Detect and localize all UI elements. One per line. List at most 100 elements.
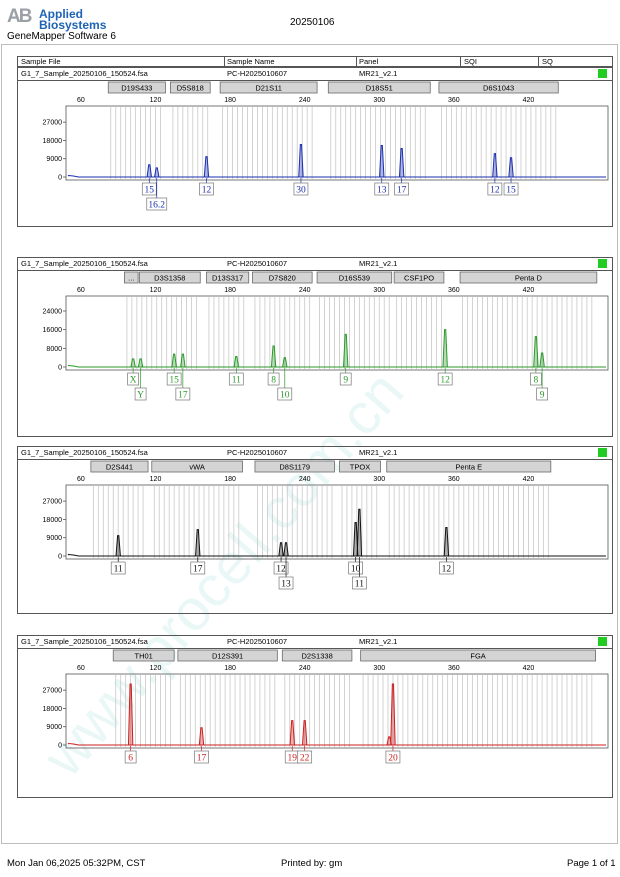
allele-label: 9 [536, 368, 548, 401]
peak [146, 164, 152, 178]
allele-call: 30 [296, 186, 306, 196]
marker-label: D16S539 [339, 274, 370, 283]
peak [442, 329, 448, 368]
allele-call: 10 [351, 565, 361, 575]
marker-label: D8S1179 [279, 463, 310, 472]
x-tick-label: 420 [523, 476, 535, 483]
allele-call: 6 [128, 754, 133, 764]
baseline-trace [67, 364, 606, 368]
col-sq: SQ [542, 57, 553, 66]
x-tick-label: 420 [523, 287, 535, 294]
panel-title-row: G1_7_Sample_20250106_150524.fsa PC-H20250… [18, 636, 612, 649]
peak [443, 527, 450, 557]
allele-call: 8 [271, 376, 276, 386]
allele-label: 8 [530, 368, 542, 386]
marker-bar: D13S317 [206, 271, 250, 284]
allele-label: 15 [141, 178, 157, 196]
marker-label: D19S433 [121, 84, 152, 93]
sample-file: G1_7_Sample_20250106_150524.fsa [21, 448, 148, 457]
electropherogram-panel: G1_7_Sample_20250106_150524.fsa PC-H20250… [17, 446, 613, 614]
allele-call: 19 [287, 754, 297, 764]
allele-call: 12 [202, 186, 212, 196]
y-tick-label: 9000 [46, 724, 62, 731]
peak [390, 683, 396, 746]
allele-call: 11 [114, 565, 123, 575]
y-tick-label: 16000 [43, 327, 63, 334]
plot-frame [65, 295, 609, 371]
marker-label: D13S317 [212, 274, 243, 283]
marker-bar: D2S1338 [281, 649, 353, 662]
marker-label: Penta E [455, 463, 482, 472]
panel-title-row: G1_7_Sample_20250106_150524.fsa PC-H20250… [18, 447, 612, 460]
marker-bar: D5S818 [170, 81, 211, 94]
allele-label: 20 [385, 746, 401, 764]
peak [171, 353, 177, 368]
peak [379, 145, 385, 178]
x-tick-label: 360 [448, 476, 460, 483]
peak [233, 356, 240, 368]
allele-label: 30 [293, 178, 309, 196]
marker-label: FGA [470, 652, 485, 661]
allele-call: 17 [178, 391, 188, 401]
allele-label: 13 [278, 557, 294, 590]
allele-label: 11 [110, 557, 126, 575]
peak [137, 358, 144, 368]
marker-bar: D21S11 [219, 81, 318, 94]
quality-flag [598, 259, 607, 268]
marker-label: D18S51 [366, 84, 393, 93]
allele-label: 13 [374, 178, 390, 196]
allele-call: 9 [540, 391, 545, 401]
marker-bar: D19S433 [107, 81, 166, 94]
y-tick-label: 18000 [43, 706, 63, 713]
allele-call: 15 [145, 186, 155, 196]
printed-by: Printed by: gm [281, 858, 343, 869]
page-number: Page 1 of 1 [567, 858, 616, 869]
peak [492, 153, 498, 178]
quality-flag [598, 448, 607, 457]
plot-frame [65, 484, 609, 560]
allele-label: 12 [487, 178, 503, 196]
peak [343, 333, 349, 368]
allele-call: 13 [377, 186, 387, 196]
allele-label: 12 [199, 178, 214, 196]
allele-label: 17 [394, 178, 409, 196]
x-tick-label: 120 [150, 97, 162, 104]
peak [282, 357, 288, 368]
run-date: 20250106 [290, 17, 335, 28]
marker-bar: D6S1043 [438, 81, 559, 94]
x-tick-label: 300 [373, 476, 385, 483]
marker-bar: ... [124, 271, 139, 284]
allele-label: 17 [194, 746, 209, 764]
allele-call: Y [137, 391, 144, 401]
allele-call: 17 [197, 754, 207, 764]
allele-call: 20 [388, 754, 398, 764]
baseline-trace [67, 174, 606, 178]
peak [508, 157, 514, 178]
marker-bar: Penta E [386, 460, 552, 473]
col-sample-name: Sample Name [227, 57, 275, 66]
sample-file: G1_7_Sample_20250106_150524.fsa [21, 637, 148, 646]
y-tick-label: 24000 [43, 309, 63, 316]
allele-label: 6 [124, 746, 137, 764]
plot-frame [65, 105, 609, 181]
allele-call: 10 [280, 391, 290, 401]
allele-call: 9 [343, 376, 348, 386]
electropherogram-panel: G1_7_Sample_20250106_150524.fsa PC-H20250… [17, 67, 613, 227]
peak [127, 683, 134, 746]
electropherogram-chart: D2S441 vWA D8S1179 TPOX Penta E60 120 180 240 30… [43, 460, 609, 590]
peak [270, 345, 277, 368]
x-tick-label: 300 [373, 287, 385, 294]
marker-bar: D18S51 [327, 81, 431, 94]
allele-label: X [127, 368, 139, 386]
allele-label: 12 [437, 368, 453, 386]
software-name: GeneMapper Software 6 [7, 31, 116, 42]
x-tick-label: 300 [373, 665, 385, 672]
y-tick-label: 0 [58, 743, 62, 750]
marker-bar: D16S539 [316, 271, 393, 284]
x-tick-label: 300 [373, 97, 385, 104]
sample-name: PC-H2025010607 [227, 69, 288, 78]
allele-call: 12 [490, 186, 500, 196]
marker-bar: vWA [151, 460, 243, 473]
peak [180, 353, 186, 368]
